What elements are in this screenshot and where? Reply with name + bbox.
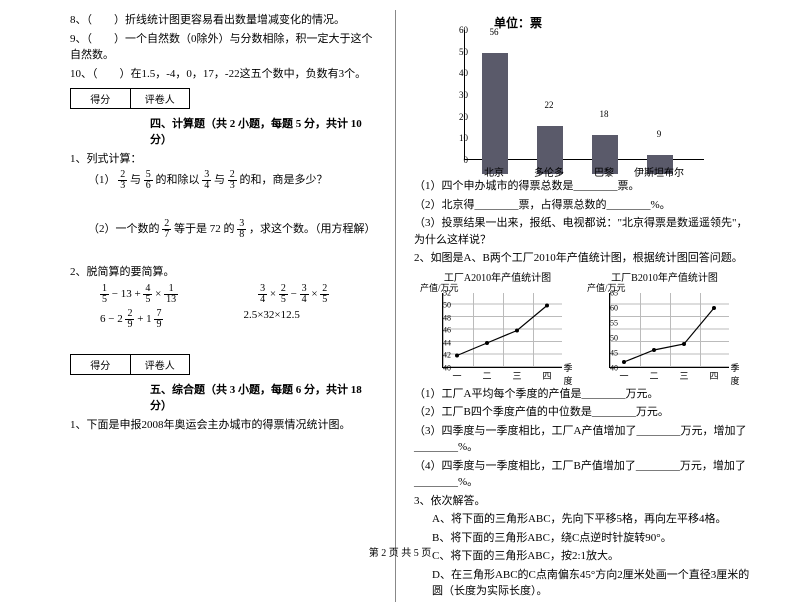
q2-1: （1）工厂A平均每个季度的产值是________万元。: [414, 386, 750, 403]
column-divider: [395, 10, 396, 602]
expr2: 34 × 25 − 34 × 25: [258, 284, 329, 305]
score-cell: 得分: [71, 355, 131, 374]
frac: 27: [162, 219, 171, 240]
txt: （2）一个数的: [88, 223, 160, 235]
score-cell: 得分: [71, 89, 131, 108]
score-box-5: 得分 评卷人: [70, 354, 190, 375]
txt: 等于是 72 的: [174, 223, 235, 235]
q2-2: （2）工厂B四个季度产值的中位数是________万元。: [414, 404, 750, 421]
q1-1: （1）四个申办城市的得票总数是________票。: [414, 178, 750, 195]
frac: 38: [237, 219, 246, 240]
txt: 的和，商是多少？: [240, 174, 328, 186]
comp1: 1、下面是申报2008年奥运会主办城市的得票情况统计图。: [70, 417, 377, 434]
q2: 2、如图是A、B两个工厂2010年产值统计图，根据统计图回答问题。: [414, 250, 750, 267]
line-chart-b: 工厂B2010年产值统计图产值/万元404550556065一二三四季度: [587, 269, 742, 384]
section-5-title: 五、综合题（共 3 小题，每题 6 分，共计 18 分）: [150, 381, 377, 413]
q1-3: （3）投票结果一出来，报纸、电视都说："北京得票是数遥遥领先"，为什么这样说？: [414, 215, 750, 248]
reviewer-cell: 评卷人: [131, 355, 190, 374]
expr4: 2.5×32×12.5: [243, 309, 299, 330]
txt: ，求这个数。（用方程解）: [249, 223, 376, 235]
reviewer-cell: 评卷人: [131, 89, 190, 108]
op: + 1: [137, 313, 151, 325]
calc2-label: 2、脱简算的要简算。: [70, 264, 377, 281]
frac: 23: [228, 170, 237, 191]
txt: 的和除以: [156, 174, 200, 186]
q1-2: （2）北京得________票，占得票总数的________%。: [414, 197, 750, 214]
page-footer: 第 2 页 共 5 页: [0, 544, 800, 559]
calc1-2: （2）一个数的 27 等于是 72 的 38 ，求这个数。（用方程解）: [88, 219, 377, 240]
frac: 34: [202, 170, 211, 191]
q3a: A、将下面的三角形ABC，先向下平移5格，再向左平移4格。: [432, 511, 750, 528]
expr3: 6 − 2 29 + 1 79: [100, 309, 163, 330]
op: ×: [155, 288, 161, 300]
expr-row-2: 6 − 2 29 + 1 79 2.5×32×12.5: [100, 309, 377, 330]
expr1: 15 − 13 + 45 × 113: [100, 284, 178, 305]
frac: 23: [118, 170, 127, 191]
expr-row-1: 15 − 13 + 45 × 113 34 × 25 − 34 × 25: [100, 284, 377, 305]
op: ×: [270, 288, 276, 300]
op: ×: [311, 288, 317, 300]
txt: （1）: [88, 174, 116, 186]
line-chart-a: 工厂A2010年产值统计图产值/万元40424446485052一二三四季度: [420, 269, 575, 384]
q9: 9、（ ）一个自然数（0除外）与分数相除，积一定大于这个自然数。: [70, 31, 377, 64]
frac: 56: [144, 170, 153, 191]
txt: 6 − 2: [100, 313, 123, 325]
txt: 与: [214, 174, 225, 186]
bar-chart: 单位：票010203040506056北京22多伦多18巴黎9伊斯坦布尔: [434, 14, 714, 174]
q3: 3、依次解答。: [414, 493, 750, 510]
score-box-4: 得分 评卷人: [70, 88, 190, 109]
calc1-1: （1） 23 与 56 的和除以 34 与 23 的和，商是多少？: [88, 170, 377, 191]
section-4-title: 四、计算题（共 2 小题，每题 5 分，共计 10 分）: [150, 115, 377, 147]
q3d: D、在三角形ABC的C点南偏东45°方向2厘米处画一个直径3厘米的圆（长度为实际…: [432, 567, 750, 600]
calc1-label: 1、列式计算：: [70, 151, 377, 168]
q2-4: （4）四季度与一季度相比，工厂B产值增加了________万元，增加了_____…: [414, 458, 750, 491]
q2-3: （3）四季度与一季度相比，工厂A产值增加了________万元，增加了_____…: [414, 423, 750, 456]
txt: 与: [130, 174, 141, 186]
op: −: [291, 288, 297, 300]
op: − 13 +: [112, 288, 141, 300]
q8: 8、（ ）折线统计图更容易看出数量增减变化的情况。: [70, 12, 377, 29]
q10: 10、（ ）在1.5，-4，0，17，-22这五个数中，负数有3个。: [70, 66, 377, 83]
